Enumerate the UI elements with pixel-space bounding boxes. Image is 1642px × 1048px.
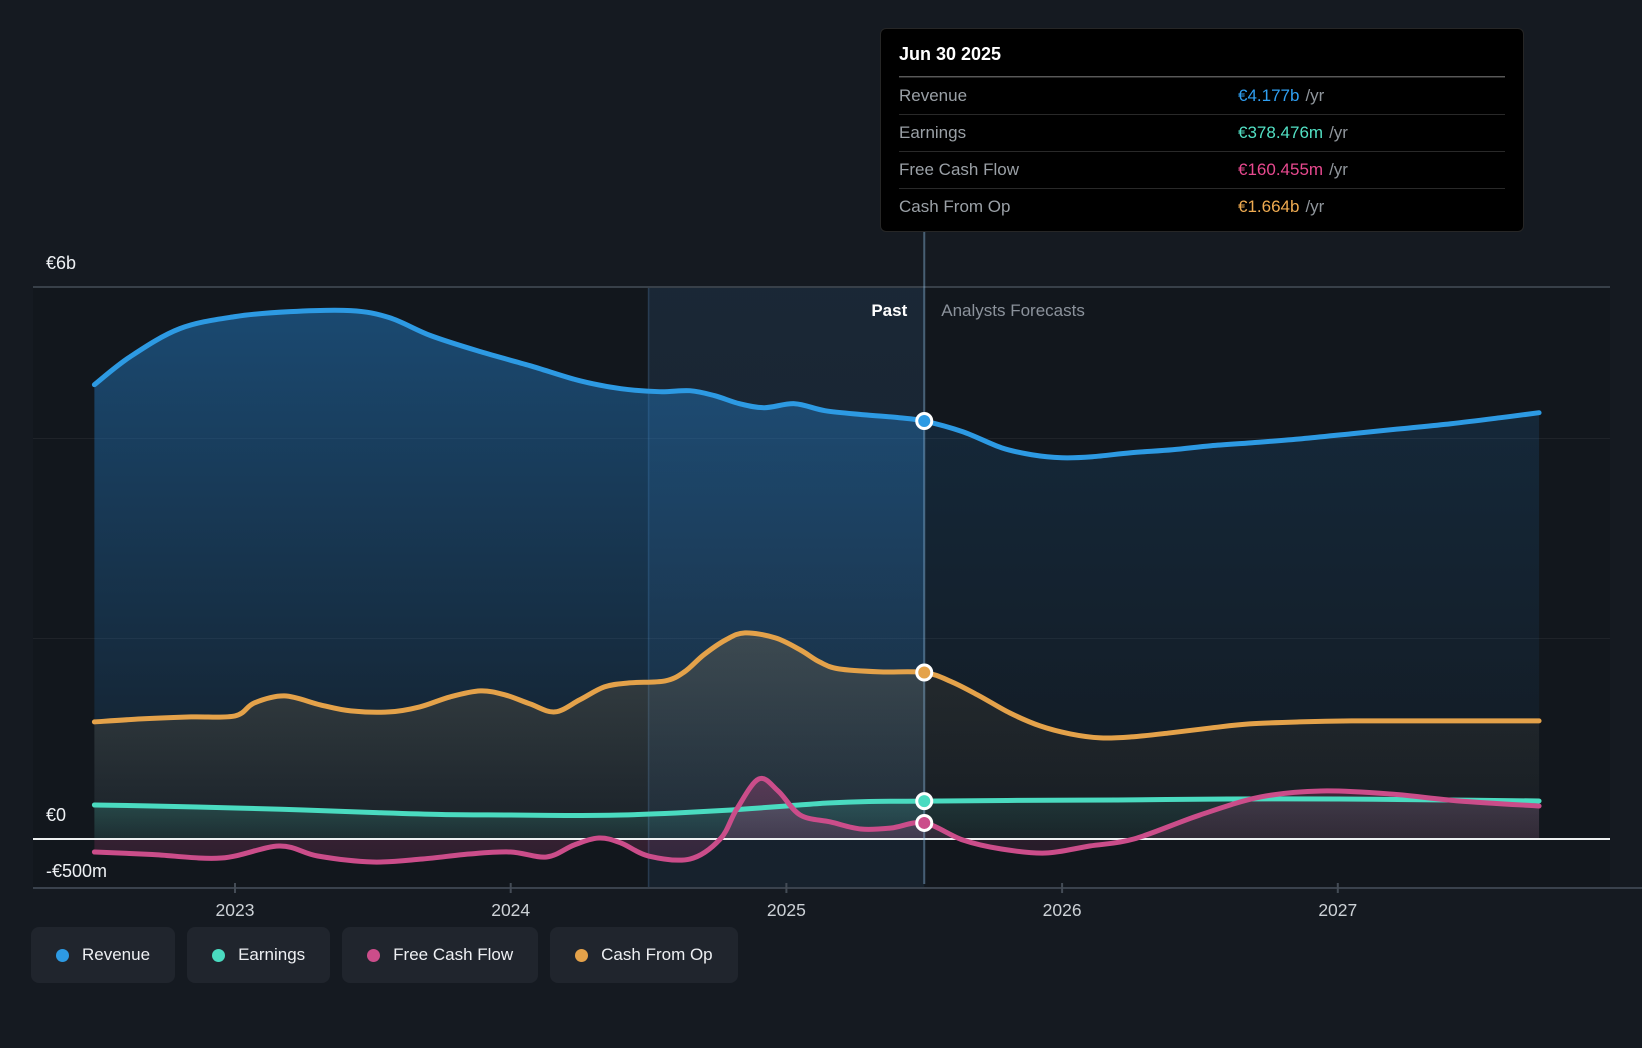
tooltip-row-revenue: Revenue €4.177b /yr [899,77,1505,114]
past-label: Past [871,301,908,320]
tooltip-row-value: €378.476m [1238,123,1324,142]
tooltip-row-label: Revenue [899,86,968,105]
y-axis-label-6b: €6b [46,253,77,273]
y-axis-label-neg500m: -€500m [46,861,108,881]
tooltip-row-unit: /yr [1329,123,1348,142]
free-cash-flow-dot-icon [367,948,381,962]
legend-item-free-cash-flow[interactable]: Free Cash Flow [342,927,539,983]
tooltip-row-free-cash-flow: Free Cash Flow €160.455m /yr [899,151,1505,188]
legend-item-label: Revenue [82,945,151,964]
chart-legend: Revenue Earnings Free Cash Flow Cash Fro… [31,927,738,983]
tooltip-row-unit: /yr [1329,160,1348,179]
y-axis-label-0: €0 [46,805,67,825]
tooltip-row-earnings: Earnings €378.476m /yr [899,114,1505,151]
analysts-forecasts-label: Analysts Forecasts [941,301,1085,320]
legend-item-label: Cash From Op [601,945,713,964]
hover-tooltip: Jun 30 2025 Revenue €4.177b /yr Earnings… [880,28,1524,232]
tooltip-date: Jun 30 2025 [899,29,1505,77]
x-axis-label-2025: 2025 [766,900,806,920]
tooltip-row-label: Earnings [899,123,967,142]
x-axis-label-2026: 2026 [1042,900,1082,920]
tooltip-row-cash-from-op: Cash From Op €1.664b /yr [899,188,1505,225]
tooltip-row-value: €1.664b [1238,197,1300,216]
tooltip-row-unit: /yr [1305,197,1325,216]
legend-item-label: Earnings [238,945,306,964]
x-axis-label-2024: 2024 [491,900,531,920]
tooltip-row-unit: /yr [1305,86,1325,105]
legend-item-label: Free Cash Flow [393,945,514,964]
legend-item-revenue[interactable]: Revenue [31,927,176,983]
tooltip-row-label: Free Cash Flow [899,160,1019,179]
cash-from-op-dot-icon [575,948,589,962]
tooltip-row-label: Cash From Op [899,197,1011,216]
revenue-dot-icon [56,948,69,962]
earnings-dot-icon [212,948,226,962]
tooltip-row-value: €160.455m [1238,160,1324,179]
legend-item-cash-from-op[interactable]: Cash From Op [550,927,738,983]
tooltip-row-value: €4.177b [1238,86,1300,105]
x-axis-label-2023: 2023 [215,900,255,920]
x-axis-label-2027: 2027 [1318,900,1358,920]
legend-item-earnings[interactable]: Earnings [187,927,331,983]
